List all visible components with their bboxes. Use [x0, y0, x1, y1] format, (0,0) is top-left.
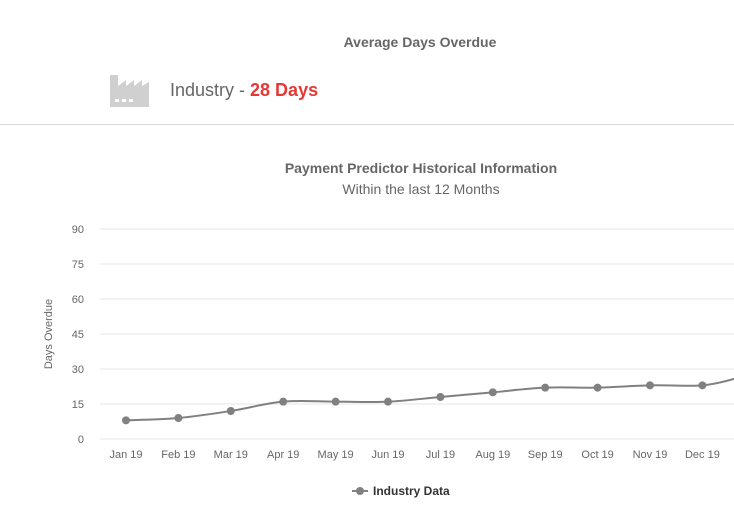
summary-title: Average Days Overdue	[343, 34, 497, 50]
x-tick-label: Jun 19	[371, 449, 404, 461]
industry-days-value: 28 Days	[250, 79, 319, 100]
data-point[interactable]	[593, 383, 602, 392]
y-tick-label: 90	[72, 224, 84, 236]
x-tick-label: Nov 19	[633, 449, 668, 461]
chart-subtitle: Within the last 12 Months	[342, 181, 499, 197]
y-tick-label: 75	[72, 259, 84, 271]
data-point[interactable]	[384, 397, 392, 406]
x-tick-label: Dec 19	[685, 449, 720, 461]
grid-lines	[100, 228, 734, 440]
industry-label: Industry	[170, 79, 235, 100]
data-point[interactable]	[488, 388, 497, 397]
chart-title: Payment Predictor Historical Information	[285, 160, 557, 176]
series-line	[125, 377, 734, 422]
x-tick-label: Jan 19	[109, 449, 142, 461]
legend-label: Industry Data	[373, 484, 450, 498]
y-tick-labels: 0 15 30 45 60 75 90	[72, 224, 84, 446]
data-point[interactable]	[436, 393, 445, 401]
data-point[interactable]	[226, 407, 235, 415]
data-point[interactable]	[122, 416, 130, 425]
y-tick-label: 0	[78, 434, 84, 446]
x-tick-label: Aug 19	[475, 449, 510, 461]
data-point[interactable]	[331, 397, 340, 406]
y-tick-label: 60	[72, 294, 84, 306]
series-industry-data	[122, 377, 734, 425]
x-tick-label: Feb 19	[161, 449, 195, 461]
x-tick-label: Jul 19	[426, 449, 455, 461]
y-tick-label: 15	[72, 399, 84, 411]
section-divider	[0, 124, 734, 125]
factory-icon	[110, 74, 149, 107]
chart-legend[interactable]: Industry Data	[352, 484, 450, 498]
y-tick-label: 30	[72, 364, 84, 376]
data-point[interactable]	[174, 414, 183, 422]
legend-marker-icon	[352, 487, 368, 495]
x-tick-label: Oct 19	[581, 449, 613, 461]
x-tick-label: May 19	[318, 449, 354, 461]
x-tick-label: Sep 19	[528, 449, 563, 461]
y-axis-label: Days Overdue	[43, 299, 55, 369]
x-tick-label: Mar 19	[214, 449, 248, 461]
data-point[interactable]	[646, 381, 654, 390]
industry-summary: Industry - 28 Days	[109, 72, 318, 108]
y-tick-label: 45	[72, 329, 84, 341]
data-point[interactable]	[698, 381, 707, 390]
industry-separator: -	[239, 79, 246, 100]
x-tick-labels: Jan 19 Feb 19 Mar 19 Apr 19 May 19 Jun 19 Jul …	[109, 449, 719, 461]
data-point[interactable]	[279, 397, 288, 406]
x-tick-label: Apr 19	[267, 449, 299, 461]
data-point[interactable]	[541, 383, 550, 392]
